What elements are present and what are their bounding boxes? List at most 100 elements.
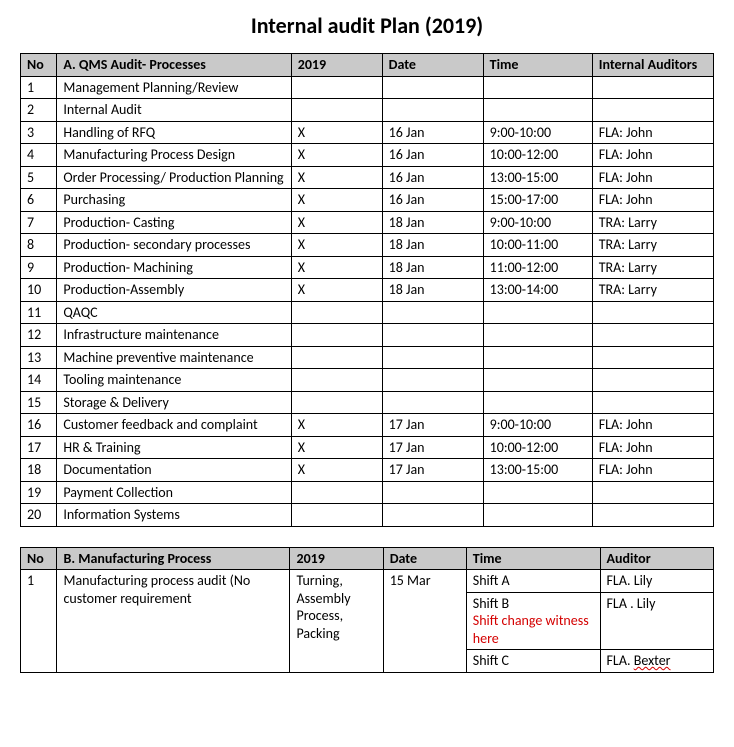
- cell-time: [483, 504, 592, 527]
- cell-date-empty: [383, 650, 466, 673]
- cell-auditors: [592, 504, 713, 527]
- cell-time: 9:00-10:00: [483, 121, 592, 144]
- cell-time: [483, 324, 592, 347]
- cell-date: 17 Jan: [382, 459, 483, 482]
- cell-year: X: [291, 414, 382, 437]
- table-row: 7Production- CastingX18 Jan9:00-10:00TRA…: [21, 211, 714, 234]
- page-title: Internal audit Plan (2019): [20, 12, 714, 39]
- cell-time: 15:00-17:00: [483, 189, 592, 212]
- cell-date: [382, 391, 483, 414]
- table-row: 14Tooling maintenance: [21, 369, 714, 392]
- cell-process: Management Planning/Review: [57, 76, 291, 99]
- cell-auditors: [592, 76, 713, 99]
- cell-time: Shift C: [466, 650, 600, 673]
- cell-process: Machine preventive maintenance: [57, 346, 291, 369]
- cell-no: 19: [21, 481, 57, 504]
- cell-date: 17 Jan: [382, 414, 483, 437]
- cell-time: [483, 346, 592, 369]
- cell-process: Tooling maintenance: [57, 369, 291, 392]
- cell-year: [291, 99, 382, 122]
- cell-auditors: [592, 99, 713, 122]
- cell-date: 18 Jan: [382, 279, 483, 302]
- cell-date: [382, 301, 483, 324]
- cell-process: Customer feedback and complaint: [57, 414, 291, 437]
- col-time: Time: [483, 54, 592, 77]
- col-date: Date: [382, 54, 483, 77]
- col-year: 2019: [290, 547, 383, 570]
- cell-auditors: FLA: John: [592, 189, 713, 212]
- cell-year: [291, 76, 382, 99]
- cell-year: X: [291, 436, 382, 459]
- cell-date: 16 Jan: [382, 166, 483, 189]
- table-row: 12Infrastructure maintenance: [21, 324, 714, 347]
- cell-date: [382, 481, 483, 504]
- cell-no: 15: [21, 391, 57, 414]
- cell-no: 10: [21, 279, 57, 302]
- cell-time: [483, 76, 592, 99]
- cell-no: 5: [21, 166, 57, 189]
- cell-no: 18: [21, 459, 57, 482]
- cell-no: 20: [21, 504, 57, 527]
- cell-year: [291, 504, 382, 527]
- col-auditor: Auditor: [600, 547, 714, 570]
- cell-date: 18 Jan: [382, 211, 483, 234]
- cell-time: Shift A: [466, 570, 600, 593]
- cell-date: 18 Jan: [382, 256, 483, 279]
- cell-time: 10:00-12:00: [483, 436, 592, 459]
- cell-date: [382, 99, 483, 122]
- cell-time: 10:00-12:00: [483, 144, 592, 167]
- cell-process: Storage & Delivery: [57, 391, 291, 414]
- cell-auditors: FLA: John: [592, 459, 713, 482]
- cell-auditor: FLA . Lily: [600, 592, 714, 650]
- table-header-row: No B. Manufacturing Process 2019 Date Ti…: [21, 547, 714, 570]
- cell-no: 1: [21, 76, 57, 99]
- cell-year: X: [291, 121, 382, 144]
- auditor-prefix: FLA.: [607, 652, 634, 669]
- cell-process: Handling of RFQ: [57, 121, 291, 144]
- cell-time: [483, 99, 592, 122]
- table-row: 13Machine preventive maintenance: [21, 346, 714, 369]
- cell-process: Internal Audit: [57, 99, 291, 122]
- table-header-row: No A. QMS Audit- Processes 2019 Date Tim…: [21, 54, 714, 77]
- cell-time: [483, 301, 592, 324]
- cell-time: [483, 369, 592, 392]
- cell-year: X: [291, 234, 382, 257]
- cell-process: Order Processing/ Production Planning: [57, 166, 291, 189]
- cell-auditors: [592, 324, 713, 347]
- cell-time: [483, 391, 592, 414]
- col-no: No: [21, 54, 57, 77]
- cell-year: Turning, Assembly Process, Packing: [290, 570, 383, 673]
- cell-no: 17: [21, 436, 57, 459]
- table-row: 1Management Planning/Review: [21, 76, 714, 99]
- col-date: Date: [383, 547, 466, 570]
- table-row: 15Storage & Delivery: [21, 391, 714, 414]
- cell-no: 9: [21, 256, 57, 279]
- shift-note: Shift change witness here: [473, 612, 589, 647]
- cell-process: QAQC: [57, 301, 291, 324]
- cell-time: 13:00-14:00: [483, 279, 592, 302]
- col-year: 2019: [291, 54, 382, 77]
- cell-process: Infrastructure maintenance: [57, 324, 291, 347]
- cell-year: [291, 346, 382, 369]
- cell-process: Production- secondary processes: [57, 234, 291, 257]
- table-row: 6PurchasingX16 Jan15:00-17:00FLA: John: [21, 189, 714, 212]
- cell-date: 18 Jan: [382, 234, 483, 257]
- cell-process: Payment Collection: [57, 481, 291, 504]
- cell-process: Information Systems: [57, 504, 291, 527]
- cell-auditors: FLA: John: [592, 436, 713, 459]
- cell-process: Manufacturing Process Design: [57, 144, 291, 167]
- cell-process: HR & Training: [57, 436, 291, 459]
- cell-date: 17 Jan: [382, 436, 483, 459]
- cell-no: 11: [21, 301, 57, 324]
- cell-time: 10:00-11:00: [483, 234, 592, 257]
- manufacturing-process-table: No B. Manufacturing Process 2019 Date Ti…: [20, 547, 714, 673]
- cell-auditors: FLA: John: [592, 414, 713, 437]
- cell-date: 16 Jan: [382, 121, 483, 144]
- cell-year: [291, 481, 382, 504]
- cell-time: 9:00-10:00: [483, 211, 592, 234]
- cell-process: Manufacturing process audit (No customer…: [57, 570, 290, 673]
- cell-year: X: [291, 459, 382, 482]
- table-row: 17HR & TrainingX17 Jan10:00-12:00FLA: Jo…: [21, 436, 714, 459]
- cell-auditors: FLA: John: [592, 121, 713, 144]
- auditor-name: Bexter: [634, 652, 671, 669]
